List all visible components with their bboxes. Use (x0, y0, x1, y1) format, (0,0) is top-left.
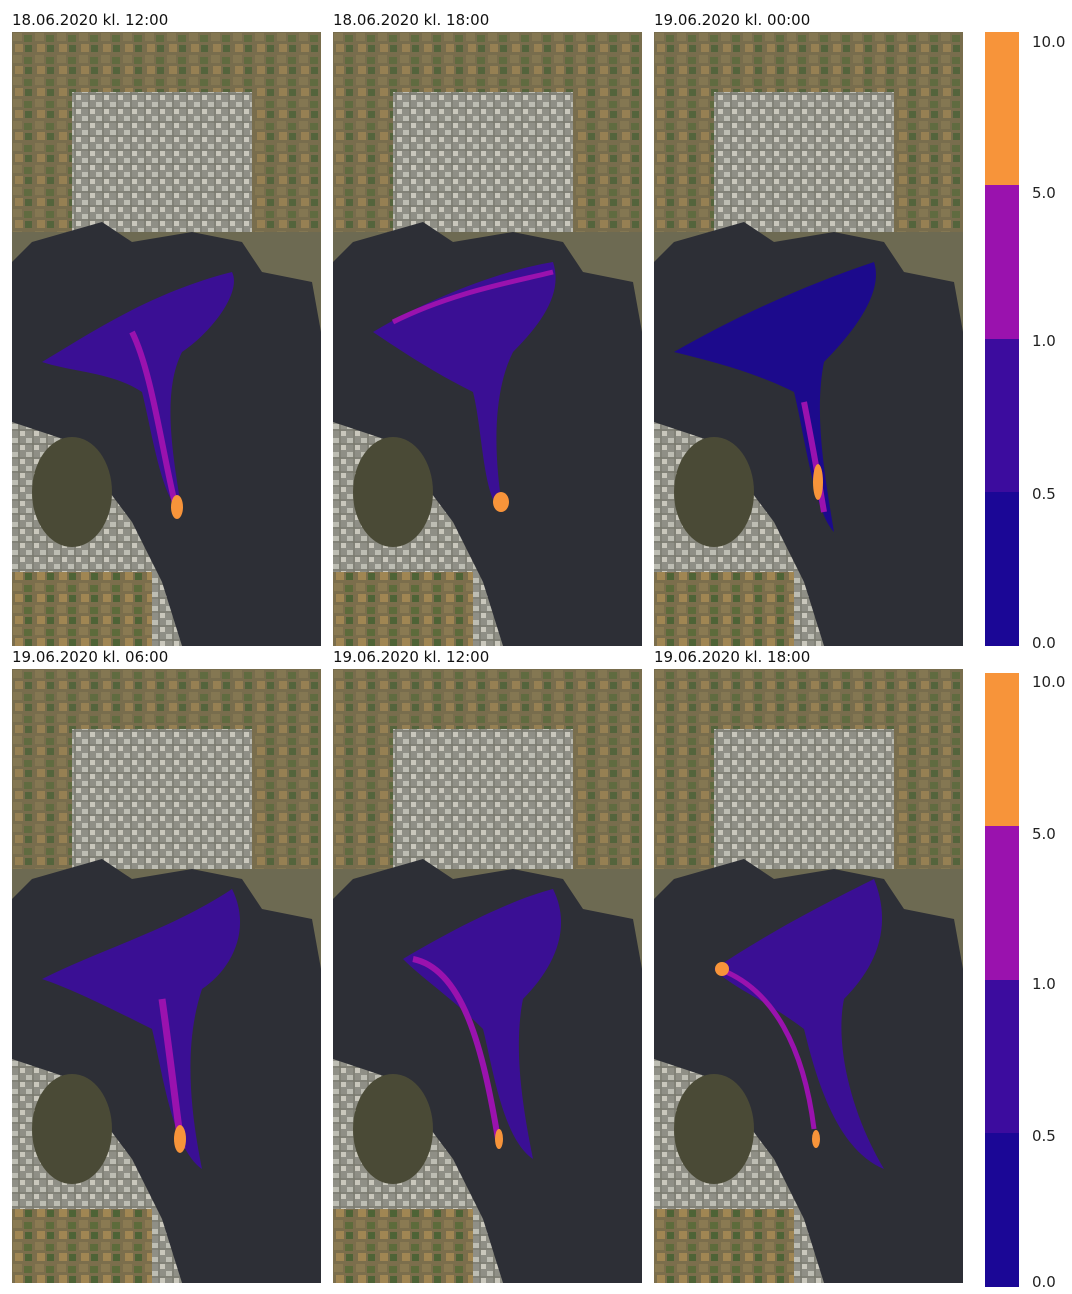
panel-title: 19.06.2020 kl. 18:00 (654, 648, 811, 666)
panel-title: 18.06.2020 kl. 18:00 (333, 11, 490, 29)
colorbar-bin-5-10 (985, 32, 1019, 185)
colorbar-bin-5-10 (985, 673, 1019, 826)
colorbar-tick: 5.0 (1032, 825, 1056, 843)
satellite-map (12, 669, 321, 1283)
colorbar-top (985, 32, 1019, 646)
colorbar-bottom (985, 673, 1019, 1287)
map-panel-6: 19.06.2020 kl. 18:00 (654, 648, 963, 1283)
colorbar-tick: 10.0 (1032, 33, 1066, 51)
map-panel-5: 19.06.2020 kl. 12:00 (333, 648, 642, 1283)
colorbar-bin-1-5 (985, 826, 1019, 980)
satellite-map (654, 669, 963, 1283)
satellite-map (333, 32, 642, 646)
panel-title: 19.06.2020 kl. 00:00 (654, 11, 811, 29)
map-panel-3: 19.06.2020 kl. 00:00 (654, 11, 963, 646)
satellite-map (654, 32, 963, 646)
panel-title: 19.06.2020 kl. 06:00 (12, 648, 169, 666)
colorbar-tick: 5.0 (1032, 184, 1056, 202)
colorbar-tick: 1.0 (1032, 975, 1056, 993)
colorbar-bin-05-1 (985, 980, 1019, 1133)
colorbar-tick: 0.0 (1032, 1273, 1056, 1291)
satellite-map (12, 32, 321, 646)
panel-title: 18.06.2020 kl. 12:00 (12, 11, 169, 29)
map-panel-4: 19.06.2020 kl. 06:00 (12, 648, 321, 1283)
map-panel-2: 18.06.2020 kl. 18:00 (333, 11, 642, 646)
satellite-map (333, 669, 642, 1283)
colorbar-tick: 1.0 (1032, 332, 1056, 350)
colorbar-tick: 0.5 (1032, 1127, 1056, 1145)
colorbar-bin-1-5 (985, 185, 1019, 339)
panel-title: 19.06.2020 kl. 12:00 (333, 648, 490, 666)
map-panel-1: 18.06.2020 kl. 12:00 (12, 11, 321, 646)
colorbar-tick: 10.0 (1032, 673, 1066, 691)
colorbar-tick: 0.5 (1032, 485, 1056, 503)
colorbar-tick: 0.0 (1032, 634, 1056, 652)
colorbar-bin-0-05 (985, 1133, 1019, 1287)
colorbar-bin-05-1 (985, 339, 1019, 492)
colorbar-bin-0-05 (985, 492, 1019, 646)
